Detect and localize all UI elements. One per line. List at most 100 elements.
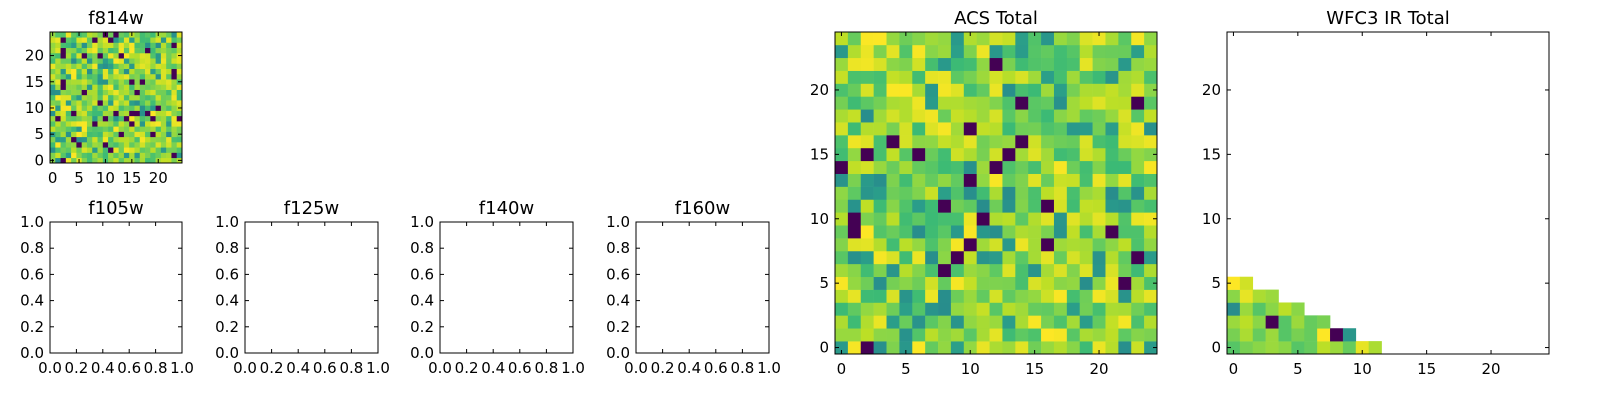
x-tick-label: 5 bbox=[74, 169, 84, 187]
heatmap-cell bbox=[65, 105, 72, 111]
heatmap-cell bbox=[55, 89, 61, 96]
heatmap-cell bbox=[81, 157, 88, 164]
heatmap-cell bbox=[160, 147, 167, 153]
heatmap-cell bbox=[860, 238, 874, 252]
heatmap-cell bbox=[976, 160, 990, 174]
heatmap-cell bbox=[92, 32, 98, 38]
heatmap-cell bbox=[76, 79, 82, 85]
y-tick-label: 0.8 bbox=[215, 239, 239, 257]
heatmap-cell bbox=[166, 136, 172, 143]
heatmap-cell bbox=[1066, 199, 1081, 213]
heatmap-cell bbox=[1092, 328, 1106, 342]
heatmap-cell bbox=[129, 79, 135, 85]
heatmap-cell bbox=[860, 341, 874, 355]
heatmap-cell bbox=[835, 147, 849, 162]
heatmap-cell bbox=[950, 173, 965, 187]
heatmap-cell bbox=[81, 52, 88, 59]
heatmap-cell bbox=[166, 142, 172, 148]
heatmap-cell bbox=[71, 47, 77, 54]
heatmap-cell bbox=[1105, 160, 1119, 174]
heatmap-cell bbox=[171, 73, 178, 80]
heatmap-cell bbox=[1053, 250, 1068, 265]
heatmap-cell bbox=[1118, 341, 1132, 355]
heatmap-cell bbox=[925, 44, 939, 59]
heatmap-cell bbox=[1015, 44, 1029, 59]
heatmap-cell bbox=[1053, 122, 1068, 136]
heatmap-cell bbox=[102, 37, 109, 43]
heatmap-cell bbox=[938, 276, 952, 290]
heatmap-cell bbox=[1041, 276, 1055, 290]
y-tick-label: 1.0 bbox=[20, 213, 44, 231]
heatmap-cell bbox=[108, 110, 114, 117]
heatmap-cell bbox=[139, 126, 146, 132]
heatmap-cell bbox=[160, 63, 167, 69]
heatmap-cell bbox=[1252, 302, 1266, 316]
heatmap-cell bbox=[938, 147, 952, 162]
heatmap-cell bbox=[76, 152, 82, 159]
heatmap-cell bbox=[150, 121, 156, 127]
heatmap-cell bbox=[963, 135, 977, 149]
heatmap-cell bbox=[108, 126, 114, 132]
heatmap-cell bbox=[925, 32, 939, 46]
heatmap-cell bbox=[1079, 315, 1093, 329]
heatmap-cell bbox=[76, 58, 82, 64]
heatmap-cell bbox=[1118, 173, 1132, 187]
heatmap-cell bbox=[938, 341, 952, 355]
heatmap-cell bbox=[86, 131, 93, 138]
heatmap-cell bbox=[176, 94, 183, 101]
heatmap-cell bbox=[1144, 160, 1158, 174]
heatmap-cell bbox=[1002, 32, 1016, 46]
heatmap-cell bbox=[60, 115, 67, 122]
heatmap-cell bbox=[1053, 341, 1068, 355]
heatmap-cell bbox=[81, 79, 88, 85]
heatmap-cell bbox=[50, 152, 56, 159]
heatmap-cell bbox=[963, 32, 977, 46]
heatmap-cell bbox=[134, 136, 141, 143]
heatmap-cell bbox=[1041, 173, 1055, 187]
heatmap-cell bbox=[81, 94, 88, 101]
heatmap-cell bbox=[1079, 32, 1093, 46]
heatmap-cell bbox=[71, 94, 77, 101]
heatmap-cell bbox=[950, 160, 965, 174]
heatmap-cell bbox=[1105, 276, 1119, 290]
heatmap-cell bbox=[1079, 135, 1093, 149]
heatmap-cell bbox=[76, 89, 82, 96]
heatmap-cell bbox=[134, 142, 141, 148]
heatmap-cell bbox=[1079, 341, 1093, 355]
heatmap-cell bbox=[950, 186, 965, 200]
heatmap-cell bbox=[97, 79, 104, 85]
heatmap-cell bbox=[963, 160, 977, 174]
heatmap-cell bbox=[963, 83, 977, 97]
heatmap-cell bbox=[97, 94, 104, 101]
heatmap-cell bbox=[92, 68, 98, 75]
heatmap-cell bbox=[76, 136, 82, 143]
heatmap-cell bbox=[1028, 57, 1042, 71]
heatmap-cell bbox=[912, 173, 926, 187]
heatmap-cell bbox=[925, 302, 939, 316]
heatmap-cell bbox=[166, 47, 172, 54]
x-tick-label: 5 bbox=[901, 360, 911, 378]
heatmap-cell bbox=[1092, 199, 1106, 213]
heatmap-cell bbox=[171, 79, 178, 85]
heatmap-cell bbox=[1118, 122, 1132, 136]
heatmap-cell bbox=[1092, 32, 1106, 46]
heatmap-cell bbox=[847, 225, 862, 239]
heatmap-cell bbox=[1028, 250, 1042, 265]
heatmap-cell bbox=[123, 152, 130, 159]
heatmap-cell bbox=[976, 212, 990, 226]
heatmap-cell bbox=[847, 70, 862, 84]
y-tick-label: 5 bbox=[819, 274, 829, 292]
heatmap-cell bbox=[102, 121, 109, 127]
heatmap-cell bbox=[1144, 276, 1158, 290]
heatmap-cell bbox=[938, 302, 952, 316]
heatmap-cell bbox=[71, 110, 77, 117]
heatmap-cell bbox=[1015, 160, 1029, 174]
heatmap-cell bbox=[989, 276, 1003, 290]
heatmap-cell bbox=[899, 160, 913, 174]
heatmap-cell bbox=[1092, 302, 1106, 316]
heatmap-cell bbox=[847, 57, 862, 71]
heatmap-cell bbox=[160, 142, 167, 148]
heatmap-cell bbox=[129, 58, 135, 64]
heatmap-cell bbox=[1265, 302, 1279, 316]
heatmap-cell bbox=[1092, 147, 1106, 162]
